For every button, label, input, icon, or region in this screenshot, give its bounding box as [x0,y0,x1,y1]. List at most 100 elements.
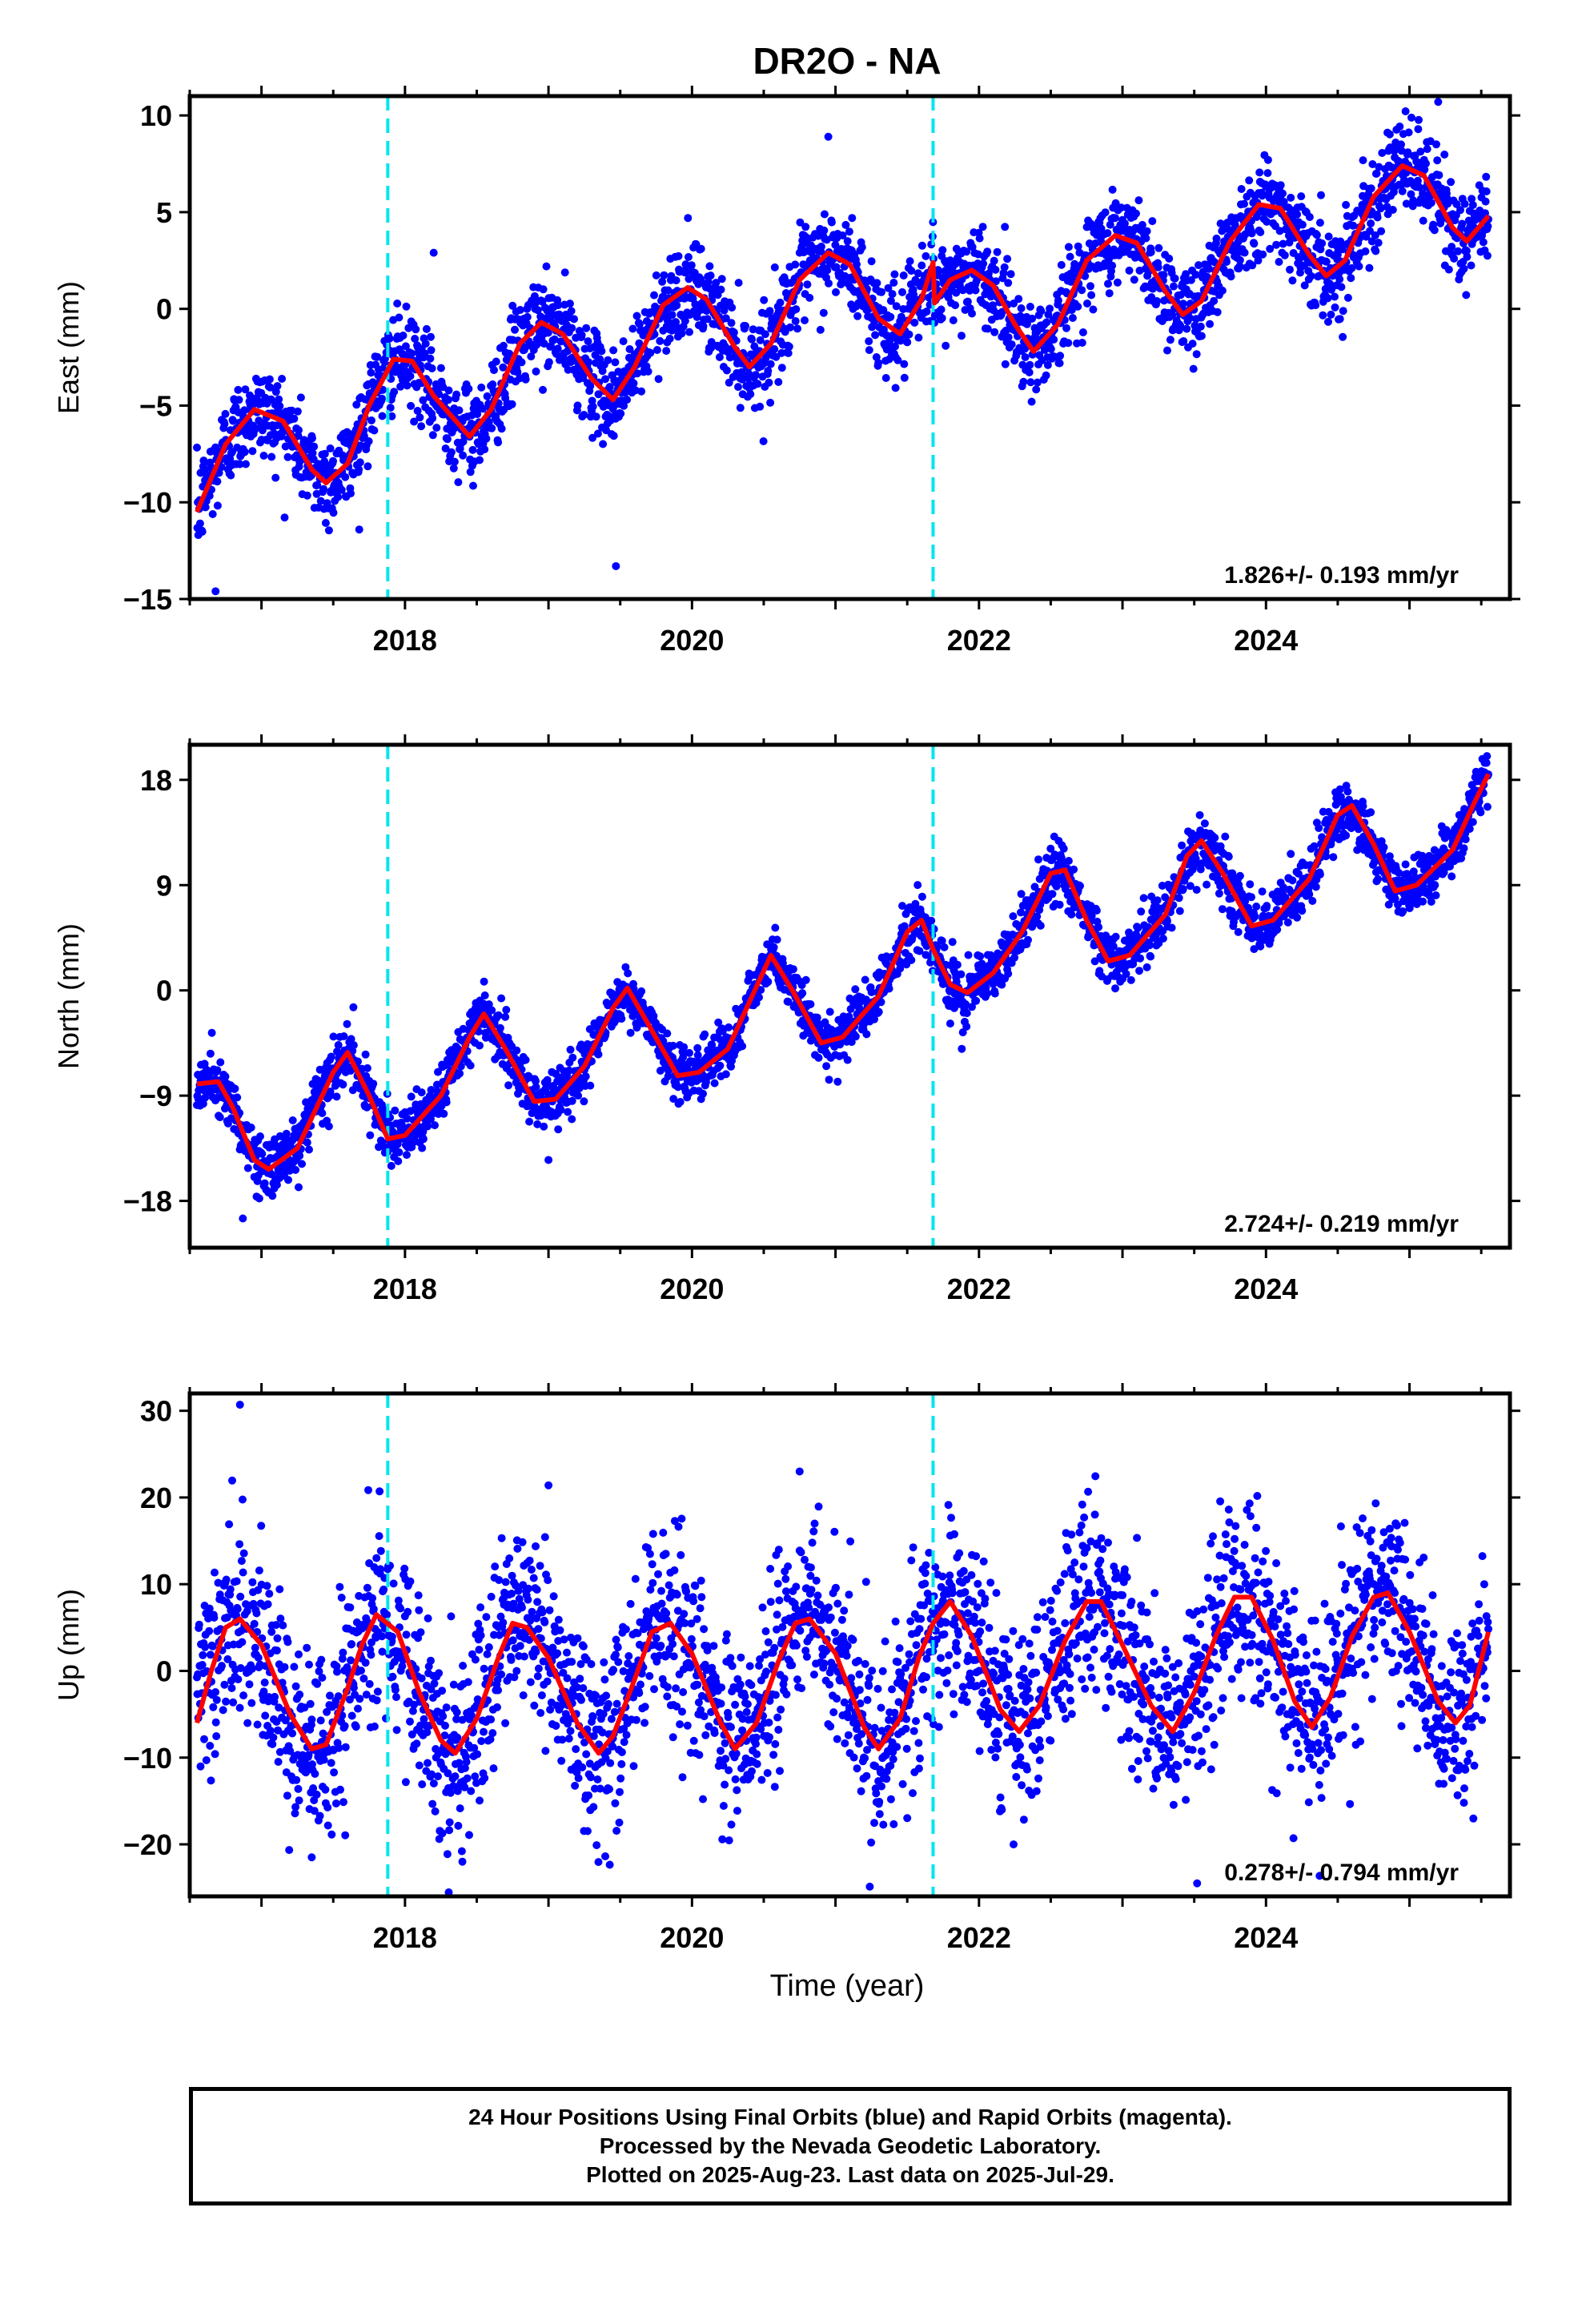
north-data-point [962,1000,970,1008]
north-data-point [295,1152,304,1160]
north-data-point [958,1028,967,1037]
north-data-point [727,1062,735,1071]
north-data-point [680,1043,689,1051]
east-data-point [1057,260,1066,269]
north-data-point [431,1121,439,1130]
east-data-point [1108,261,1117,270]
north-data-point [685,1048,693,1057]
east-data-point [468,445,477,454]
east-data-point [990,256,998,265]
east-data-point [734,279,743,287]
east-data-point [544,328,552,337]
north-data-point [395,1148,404,1156]
east-data-point [898,287,906,296]
east-data-point [1388,206,1397,214]
east-data-point [770,263,779,271]
east-data-point [1408,202,1417,211]
east-data-point [598,367,607,376]
east-data-point [547,342,556,351]
east-data-point [820,226,829,235]
east-data-point [1182,324,1191,333]
east-data-point [1373,213,1382,222]
east-data-point [1324,317,1332,326]
east-data-point [1312,231,1321,239]
east-outlier-point [1434,98,1443,107]
east-data-point [1026,303,1034,311]
east-data-point [1311,301,1320,310]
east-data-point [853,312,862,320]
east-data-point [324,526,333,535]
east-data-point [905,330,913,339]
east-data-point [752,371,760,380]
east-data-point [403,381,412,390]
east-data-point [459,451,468,460]
east-data-point [1462,247,1471,255]
east-data-point [753,380,762,388]
east-data-point [993,247,1002,256]
east-data-point [1101,208,1110,217]
north-data-point [911,899,920,908]
east-data-point [592,412,600,421]
east-y-axis-label: East (mm) [52,281,85,414]
north-data-point [957,970,966,979]
east-data-point [1055,359,1064,368]
north-data-point [714,1018,723,1027]
east-data-point [1263,217,1271,226]
east-data-point [1266,244,1275,253]
north-data-point [693,1051,702,1059]
north-data-point [417,1088,426,1097]
east-data-point [770,345,779,353]
east-data-point [1235,262,1244,271]
east-data-point [1042,318,1051,327]
north-data-point [862,1030,871,1039]
north-data-point [488,1006,496,1015]
east-data-point [267,452,276,461]
north-data-point [617,1015,626,1023]
north-data-point [948,938,957,947]
east-data-point [205,492,214,501]
east-data-point [577,331,586,340]
east-plot-area [193,96,1492,599]
east-data-point [1374,239,1383,247]
east-data-point [1376,204,1385,213]
east-data-point [568,324,576,332]
north-data-point [480,977,488,986]
east-data-point [736,404,745,412]
east-data-point [888,290,897,299]
north-data-point [303,1138,311,1147]
north-data-point [1048,890,1057,899]
east-data-point [865,337,873,346]
east-data-point [942,341,950,350]
east-data-point [290,414,299,423]
east-data-point [544,358,553,367]
east-data-point [337,485,346,494]
east-data-point [208,510,217,518]
east-data-point [1258,191,1267,200]
east-data-point [554,301,563,310]
east-data-point [505,349,514,358]
east-data-point [699,322,708,331]
east-data-point [393,300,402,308]
north-data-point [843,1055,852,1064]
east-data-point [310,442,319,451]
east-data-point [1319,311,1327,320]
east-data-point [1324,232,1333,241]
east-data-point [308,448,317,457]
north-data-point [496,1023,504,1032]
east-y-tick-label: 0 [156,293,172,326]
east-data-point [776,298,785,307]
north-data-point [532,1076,540,1085]
east-data-point [838,231,847,239]
east-data-point [1064,243,1073,251]
east-data-point [1397,140,1405,149]
east-data-point [1111,214,1119,223]
east-data-point [477,383,486,392]
east-data-point [488,424,496,432]
east-data-point [1192,350,1201,359]
east-data-point [832,263,841,271]
east-data-point [213,477,222,486]
east-data-point [706,271,715,280]
east-data-point [697,244,705,253]
north-data-point [877,998,885,1007]
north-data-point [504,1081,513,1090]
